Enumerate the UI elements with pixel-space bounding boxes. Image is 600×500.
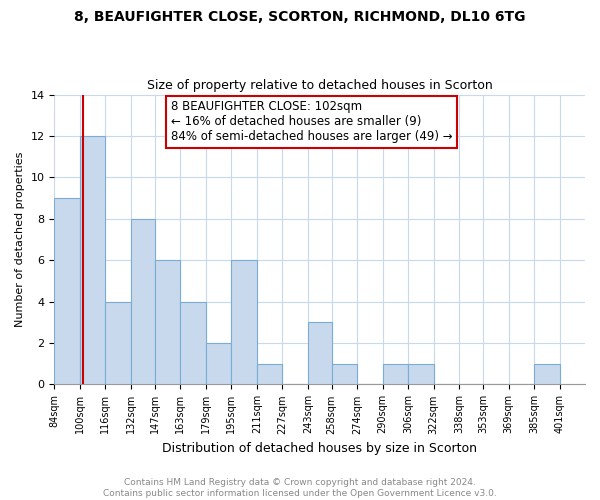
X-axis label: Distribution of detached houses by size in Scorton: Distribution of detached houses by size …: [162, 442, 477, 455]
Bar: [308, 322, 332, 384]
Bar: [55, 198, 80, 384]
Bar: [106, 302, 131, 384]
Text: Contains HM Land Registry data © Crown copyright and database right 2024.
Contai: Contains HM Land Registry data © Crown c…: [103, 478, 497, 498]
Bar: [206, 343, 231, 384]
Bar: [231, 260, 257, 384]
Bar: [408, 364, 434, 384]
Text: 8, BEAUFIGHTER CLOSE, SCORTON, RICHMOND, DL10 6TG: 8, BEAUFIGHTER CLOSE, SCORTON, RICHMOND,…: [74, 10, 526, 24]
Bar: [257, 364, 282, 384]
Text: 8 BEAUFIGHTER CLOSE: 102sqm
← 16% of detached houses are smaller (9)
84% of semi: 8 BEAUFIGHTER CLOSE: 102sqm ← 16% of det…: [171, 100, 453, 144]
Bar: [155, 260, 180, 384]
Bar: [332, 364, 357, 384]
Bar: [180, 302, 206, 384]
Title: Size of property relative to detached houses in Scorton: Size of property relative to detached ho…: [147, 79, 493, 92]
Bar: [383, 364, 408, 384]
Bar: [131, 219, 155, 384]
Bar: [80, 136, 106, 384]
Y-axis label: Number of detached properties: Number of detached properties: [15, 152, 25, 327]
Bar: [534, 364, 560, 384]
